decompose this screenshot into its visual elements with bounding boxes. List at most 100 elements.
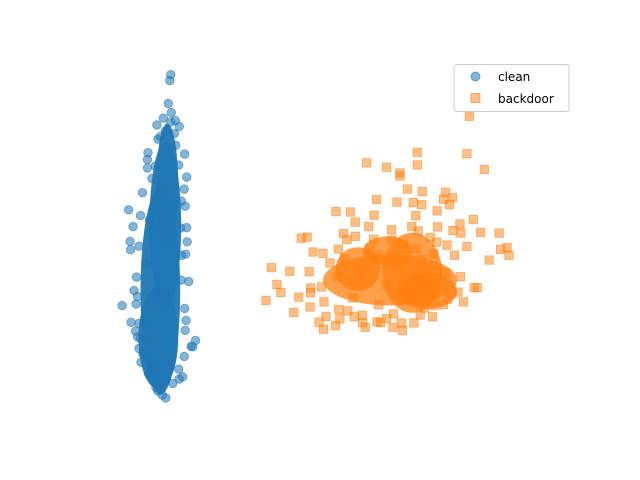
clean-point (166, 107, 176, 118)
backdoor-point (448, 225, 458, 236)
backdoor-point (388, 309, 399, 319)
backdoor-point (464, 111, 474, 121)
backdoor-point (468, 215, 478, 225)
backdoor-point (362, 158, 372, 168)
backdoor-point (479, 164, 489, 174)
clean-point (132, 291, 143, 302)
backdoor-point (449, 250, 460, 260)
clean-point (125, 245, 136, 255)
clean-point (152, 120, 162, 130)
backdoor-point (369, 234, 379, 244)
backdoor-point (334, 304, 344, 315)
clean-point (151, 382, 161, 393)
backdoor-point (398, 239, 408, 249)
backdoor-point (442, 240, 452, 250)
backdoor-point (412, 160, 422, 170)
backdoor-point (417, 200, 427, 210)
backdoor-point (289, 307, 299, 318)
backdoor-point (444, 200, 455, 210)
backdoor-point (304, 267, 314, 277)
clean-point (179, 303, 190, 314)
legend-marker-backdoor (470, 93, 481, 103)
clean-point (147, 173, 157, 184)
backdoor-point (357, 310, 367, 320)
clean-point (169, 129, 179, 139)
backdoor-point (429, 290, 439, 300)
backdoor-point (446, 289, 456, 299)
backdoor-point (411, 211, 421, 221)
backdoor-point (381, 314, 392, 324)
clean-point (147, 370, 157, 381)
clean-point (166, 117, 176, 127)
backdoor-point (381, 280, 391, 290)
clean-point (179, 149, 190, 159)
backdoor-point (415, 310, 425, 320)
backdoor-point (428, 312, 438, 322)
backdoor-point (333, 271, 343, 282)
backdoor-point (364, 221, 374, 232)
clean-point (174, 121, 184, 132)
backdoor-point (372, 250, 383, 260)
backdoor-point (397, 325, 408, 335)
legend: clean backdoor (453, 64, 570, 112)
series-clean (117, 70, 201, 403)
backdoor-point (349, 312, 359, 322)
backdoor-point (403, 290, 413, 300)
clean-point (117, 300, 127, 311)
backdoor-point (432, 206, 442, 216)
backdoor-point (484, 255, 494, 265)
backdoor-point (306, 288, 316, 298)
backdoor-point (372, 194, 382, 205)
backdoor-point (395, 171, 405, 181)
clean-point (179, 184, 189, 194)
backdoor-point (343, 306, 353, 316)
legend-marker-clean (470, 71, 481, 82)
clean-point (181, 315, 191, 326)
clean-point (131, 272, 142, 282)
backdoor-point (456, 228, 466, 238)
clean-point (131, 299, 141, 309)
backdoor-point (318, 324, 329, 334)
backdoor-point (458, 297, 469, 307)
backdoor-point (388, 322, 398, 332)
legend-label-clean: clean (498, 70, 530, 84)
backdoor-point (331, 207, 341, 217)
backdoor-point (412, 147, 422, 157)
clean-point (123, 205, 134, 215)
clean-point (176, 196, 186, 206)
backdoor-point (496, 244, 506, 255)
backdoor-point (285, 266, 295, 276)
backdoor-point (325, 258, 335, 268)
clean-point (174, 160, 184, 170)
clean-point (135, 333, 146, 344)
clean-point (171, 140, 181, 151)
clean-point (125, 236, 135, 247)
backdoor-point (266, 263, 277, 273)
backdoor-point (401, 282, 411, 292)
backdoor-point (455, 219, 465, 229)
backdoor-point (308, 247, 318, 257)
backdoor-point (272, 279, 282, 290)
backdoor-point (369, 210, 379, 220)
backdoor-point (319, 297, 329, 307)
backdoor-point (386, 225, 397, 235)
backdoor-point (373, 300, 384, 310)
clean-point (163, 98, 173, 109)
backdoor-point (387, 235, 397, 245)
backdoor-point (417, 255, 427, 265)
clean-point (161, 393, 171, 403)
clean-point (153, 134, 163, 144)
backdoor-point (305, 302, 315, 312)
clean-point (136, 357, 146, 368)
clean-point (181, 172, 192, 182)
clean-point (174, 364, 184, 374)
clean-point (138, 349, 148, 359)
backdoor-point (462, 241, 472, 252)
backdoor-point (276, 287, 286, 298)
backdoor-point (494, 228, 504, 238)
clean-point (176, 250, 187, 260)
backdoor-point (409, 318, 419, 328)
backdoor-point (339, 253, 349, 264)
backdoor-point (440, 268, 450, 278)
backdoor-point (408, 197, 418, 208)
